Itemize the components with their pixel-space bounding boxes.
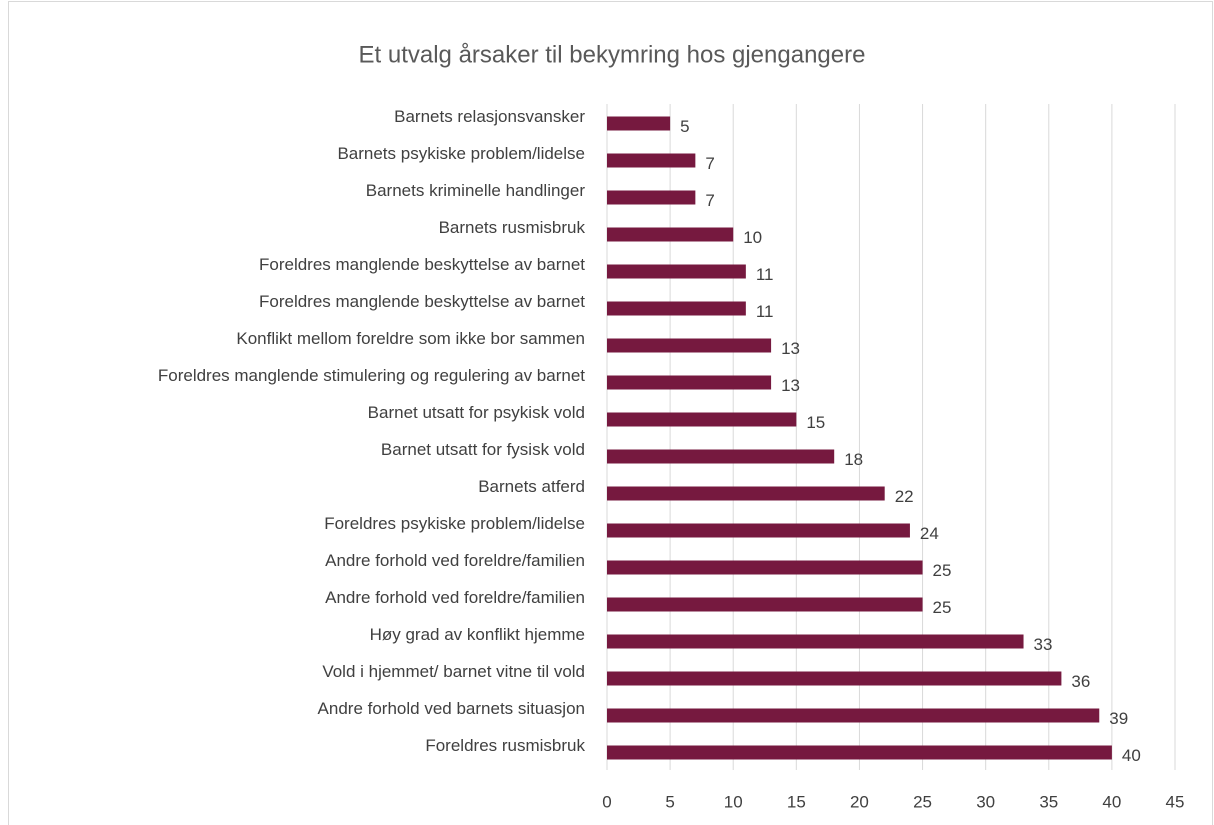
bar: [607, 671, 1062, 686]
y-tick-label: Barnets rusmisbruk: [439, 218, 586, 237]
x-tick-label: 30: [976, 792, 995, 811]
data-label: 36: [1071, 672, 1090, 691]
x-tick-label: 10: [724, 792, 743, 811]
data-label: 33: [1034, 635, 1053, 654]
y-tick-label: Foreldres manglende stimulering og regul…: [158, 366, 585, 385]
y-tick-label: Foreldres rusmisbruk: [425, 736, 585, 755]
x-tick-label: 45: [1166, 792, 1185, 811]
data-label: 11: [756, 265, 774, 284]
bar: [607, 597, 923, 612]
y-tick-label: Barnets kriminelle handlinger: [366, 181, 586, 200]
y-tick-label: Konflikt mellom foreldre som ikke bor sa…: [236, 329, 585, 348]
bar: [607, 264, 746, 279]
data-label: 18: [844, 450, 863, 469]
x-tick-label: 0: [602, 792, 611, 811]
y-tick-label: Vold i hjemmet/ barnet vitne til vold: [322, 662, 585, 681]
data-label: 13: [781, 339, 800, 358]
y-tick-label: Foreldres psykiske problem/lidelse: [324, 514, 585, 533]
bar: [607, 560, 923, 575]
data-label: 11: [756, 302, 774, 321]
chart-title: Et utvalg årsaker til bekymring hos gjen…: [359, 41, 866, 68]
data-label: 7: [705, 154, 714, 173]
bar: [607, 486, 885, 501]
x-tick-label: 35: [1039, 792, 1058, 811]
y-tick-label: Andre forhold ved barnets situasjon: [318, 699, 585, 718]
x-tick-label: 25: [913, 792, 932, 811]
y-tick-label: Barnets psykiske problem/lidelse: [337, 144, 585, 163]
bar: [607, 745, 1112, 760]
bar: [607, 338, 772, 353]
y-tick-label: Barnets relasjonsvansker: [394, 107, 585, 126]
data-label: 22: [895, 487, 914, 506]
y-tick-label: Barnet utsatt for fysisk vold: [381, 440, 585, 459]
bar: [607, 375, 772, 390]
bar: [607, 301, 746, 316]
data-label: 25: [933, 598, 952, 617]
y-tick-label: Foreldres manglende beskyttelse av barne…: [259, 255, 585, 274]
x-tick-label: 5: [665, 792, 674, 811]
data-label: 7: [705, 191, 714, 210]
bar: [607, 449, 835, 464]
data-label: 39: [1109, 709, 1128, 728]
x-tick-label: 20: [850, 792, 869, 811]
y-tick-label: Foreldres manglende beskyttelse av barne…: [259, 292, 585, 311]
x-tick-label: 40: [1102, 792, 1121, 811]
y-tick-label: Andre forhold ved foreldre/familien: [325, 551, 585, 570]
y-tick-label: Barnet utsatt for psykisk vold: [368, 403, 585, 422]
y-tick-label: Andre forhold ved foreldre/familien: [325, 588, 585, 607]
data-label: 13: [781, 376, 800, 395]
bar: [607, 227, 734, 242]
data-label: 10: [743, 228, 762, 247]
bar: [607, 708, 1100, 723]
bar: [607, 190, 696, 205]
bar: [607, 153, 696, 168]
data-label: 40: [1122, 746, 1141, 765]
bar: [607, 116, 671, 131]
x-tick-label: 15: [787, 792, 806, 811]
data-label: 25: [933, 561, 952, 580]
y-tick-label: Høy grad av konflikt hjemme: [370, 625, 585, 644]
bar: [607, 523, 910, 538]
data-label: 15: [806, 413, 825, 432]
data-label: 24: [920, 524, 939, 543]
bar: [607, 412, 797, 427]
data-label: 5: [680, 117, 689, 136]
y-tick-label: Barnets atferd: [478, 477, 585, 496]
bar: [607, 634, 1024, 649]
